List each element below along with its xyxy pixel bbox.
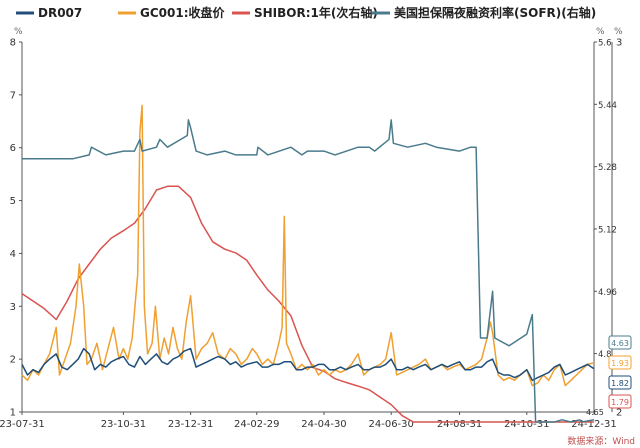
- y-left-tick-label: 5: [10, 196, 16, 207]
- x-tick-label: 23-10-31: [101, 419, 146, 430]
- y-right-tick-label: 5.6: [598, 39, 612, 49]
- x-tick-label: 23-12-31: [168, 419, 213, 430]
- y-right2-unit: %: [614, 27, 623, 37]
- x-tick-label: 24-12-31: [571, 419, 616, 430]
- y-right2-tick-label: 2: [616, 408, 622, 419]
- y-left-tick-label: 4: [10, 249, 16, 260]
- series-line-dr007: [21, 347, 595, 382]
- y-left-tick-label: 6: [10, 143, 16, 154]
- y-right-tick-label: 4.96: [598, 288, 617, 298]
- y-right-tick-label: 5.12: [598, 225, 617, 235]
- end-label-box: [608, 335, 632, 350]
- y-left-tick-label: 1: [10, 408, 16, 419]
- y-right-tick-label: 5.28: [598, 163, 617, 173]
- legend-label-shibor-1y: SHIBOR:1年(次右轴): [254, 5, 378, 20]
- y-right-bottom-label: 4.65: [586, 408, 604, 417]
- y-right-tick-label: 4.8: [598, 350, 612, 360]
- x-tick-label: 24-04-30: [301, 419, 346, 430]
- x-tick-label: 24-10-31: [504, 419, 549, 430]
- x-tick-label: 24-08-31: [437, 419, 482, 430]
- source-note: 数据来源：Wind: [567, 435, 635, 447]
- end-label-box: [608, 375, 632, 390]
- x-tick-label: 24-02-29: [234, 419, 279, 430]
- series-group: [21, 104, 595, 423]
- end-labels: 4.63 1.93 1.82 1.79: [608, 335, 632, 409]
- end-label-value: 1.82: [611, 379, 629, 388]
- y-left-tick-label: 2: [10, 355, 16, 366]
- y-right-unit: %: [596, 27, 605, 37]
- legend-label-gc001: GC001:收盘价: [140, 5, 226, 20]
- legend-label-sofr: 美国担保隔夜融资利率(SOFR)(右轴): [394, 5, 596, 20]
- end-label-value: 4.63: [611, 339, 629, 348]
- y-left-tick-label: 8: [10, 38, 16, 49]
- x-tick-label: 24-06-30: [369, 419, 414, 430]
- end-label-box: [608, 394, 632, 409]
- y-left-unit: %: [14, 27, 23, 37]
- y-left-tick-label: 3: [10, 302, 16, 313]
- series-line-gc001: [21, 104, 595, 387]
- end-label-box: [608, 355, 632, 370]
- end-label-value: 1.79: [611, 398, 629, 407]
- series-line-shibor-1y: [21, 185, 594, 423]
- end-label-value: 1.93: [611, 359, 629, 368]
- x-tick-label: 23-07-31: [0, 419, 45, 430]
- legend: DR007 GC001:收盘价 SHIBOR:1年(次右轴) 美国担保隔夜融资利率(S…: [16, 5, 596, 20]
- y-left-tick-label: 7: [10, 90, 16, 101]
- series-line-sofr: [22, 119, 595, 423]
- y-right2-tick-label: 3: [616, 38, 622, 49]
- y-right-tick-label: 5.44: [598, 101, 617, 111]
- legend-label-dr007: DR007: [38, 6, 82, 20]
- axes: 1 2 3 4 5 6 7 8% 4.8 4.96 5.12 5.28 5.44 5.6 4.65% 2 3% 2…: [0, 27, 623, 430]
